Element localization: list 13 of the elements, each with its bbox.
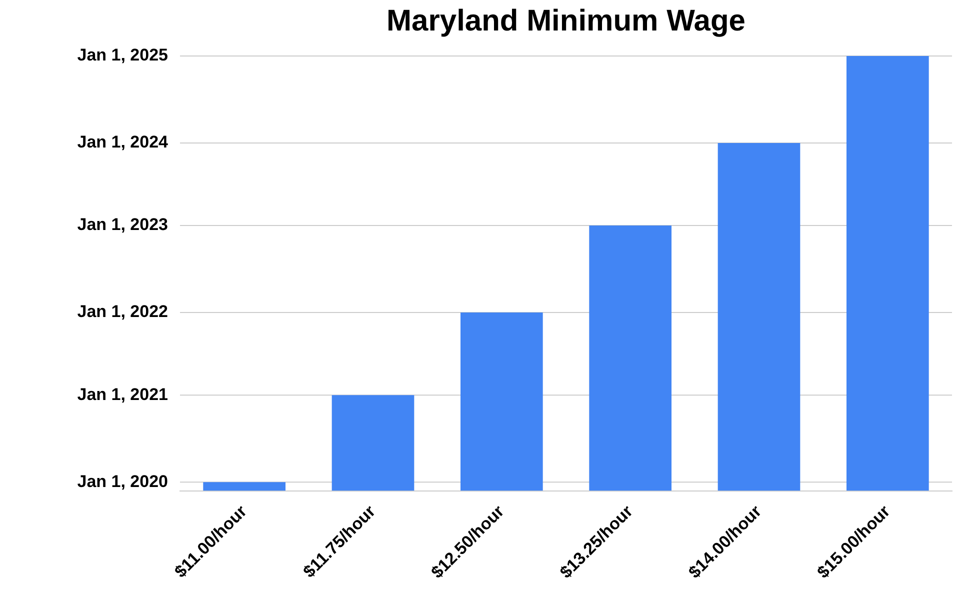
ref-line-label: Jan 1, 2021 [77, 384, 168, 404]
ref-line-label: Jan 1, 2024 [77, 132, 169, 152]
bar [332, 395, 414, 491]
ref-line-label: Jan 1, 2025 [77, 46, 168, 65]
bar [846, 56, 929, 491]
ref-line-label: Jan 1, 2020 [77, 472, 168, 491]
ref-line-label: Jan 1, 2023 [77, 215, 168, 234]
ref-line-label: Jan 1, 2022 [77, 302, 168, 322]
bar [203, 482, 286, 491]
bar [460, 312, 543, 491]
bar [718, 142, 800, 491]
chart-title: Maryland Minimum Wage [386, 4, 746, 38]
bar [589, 226, 672, 491]
